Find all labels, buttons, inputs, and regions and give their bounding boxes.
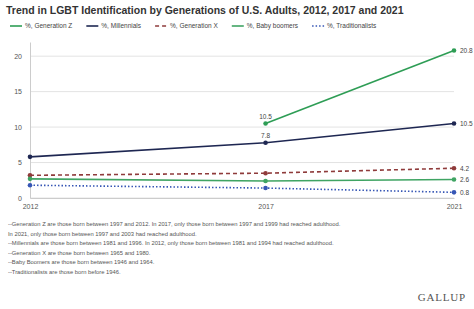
series-line [30, 168, 454, 175]
legend-label: %, Traditionalists [327, 22, 377, 29]
legend-swatch [155, 25, 167, 27]
x-tick-label: 2017 [258, 203, 274, 210]
data-label: 2.6 [460, 176, 469, 183]
grid [30, 56, 454, 198]
legend-label: %, Baby boomers [247, 22, 299, 30]
y-tick: 20 [14, 53, 30, 60]
note: --Traditionalists are those born before … [8, 269, 121, 275]
title: Trend in LGBT Identification by Generati… [6, 4, 404, 16]
y-tick: 15 [14, 88, 30, 95]
legend-swatch [232, 25, 244, 27]
point [452, 166, 457, 171]
legend-item: %, Generation X [155, 22, 218, 29]
y-tick: 0 [18, 195, 30, 202]
point [28, 183, 33, 188]
legend-item: %, Millennials [86, 22, 141, 29]
point [452, 177, 457, 182]
notes: --Generation Z are those born between 19… [8, 221, 341, 275]
series-line [30, 124, 454, 157]
legend-swatch [312, 25, 324, 27]
x-tick-label: 2021 [447, 203, 463, 210]
chart: Trend in LGBT Identification by Generati… [0, 0, 474, 309]
data-labels: 10.5 20.8 7.8 10.5 4.2 2.6 0.8 [259, 47, 473, 196]
point [452, 48, 457, 53]
data-label: 0.8 [460, 189, 469, 196]
point [452, 190, 457, 195]
series-line [30, 185, 454, 192]
legend-label: %, Generation X [170, 22, 218, 29]
x-axis: 2012 2017 2021 [23, 198, 463, 210]
point [28, 177, 33, 182]
x-tick: 2021 [447, 198, 463, 210]
legend-item: %, Traditionalists [312, 22, 377, 29]
series-line [30, 179, 454, 181]
y-tick-label: 0 [18, 195, 22, 202]
data-label: 20.8 [460, 47, 473, 54]
grid-line [30, 127, 454, 128]
y-tick-label: 5 [18, 159, 22, 166]
grid-line [30, 162, 454, 163]
legend: %, Generation Z %, Millennials %, Generati… [10, 22, 377, 30]
point [263, 179, 268, 184]
note: --Generation X are those born between 19… [8, 250, 151, 256]
y-tick-label: 15 [14, 88, 22, 95]
y-tick-label: 10 [14, 124, 22, 131]
legend-swatch [86, 25, 98, 27]
series-line [266, 51, 454, 124]
note: In 2021, only those born between 1997 an… [8, 231, 197, 237]
data-label: 7.8 [261, 132, 270, 139]
point [452, 121, 457, 126]
x-tick: 2017 [258, 198, 274, 210]
point [263, 186, 268, 191]
point [28, 155, 33, 160]
grid-line [30, 91, 454, 92]
y-tick-label: 20 [14, 53, 22, 60]
legend-item: %, Baby boomers [232, 22, 299, 30]
point [263, 121, 268, 126]
y-tick: 5 [18, 159, 30, 166]
plot: 0 5 10 15 20 2012 2017 2021 10.5 20.8 7.8 10.5 4.2 2.… [14, 43, 473, 210]
legend-label: %, Millennials [101, 22, 141, 29]
data-label: 10.5 [460, 120, 473, 127]
x-axis-line [31, 198, 455, 199]
x-tick: 2012 [23, 198, 39, 210]
data-label: 4.2 [460, 165, 469, 172]
y-tick: 10 [14, 124, 30, 131]
grid-line [30, 198, 454, 199]
note: --Millennials are those born between 198… [8, 240, 334, 246]
grid-line [30, 56, 454, 57]
legend-swatch [10, 25, 22, 27]
x-tick-label: 2012 [23, 203, 39, 210]
point [263, 171, 268, 176]
note: --Generation Z are those born between 19… [8, 221, 341, 227]
note: --Baby Boomers are those born between 19… [8, 259, 155, 265]
marks [28, 48, 457, 194]
source: GALLUP [418, 291, 466, 303]
point [263, 140, 268, 145]
legend-item: %, Generation Z [10, 22, 72, 29]
data-label: 10.5 [259, 113, 272, 120]
legend-label: %, Generation Z [25, 22, 72, 29]
